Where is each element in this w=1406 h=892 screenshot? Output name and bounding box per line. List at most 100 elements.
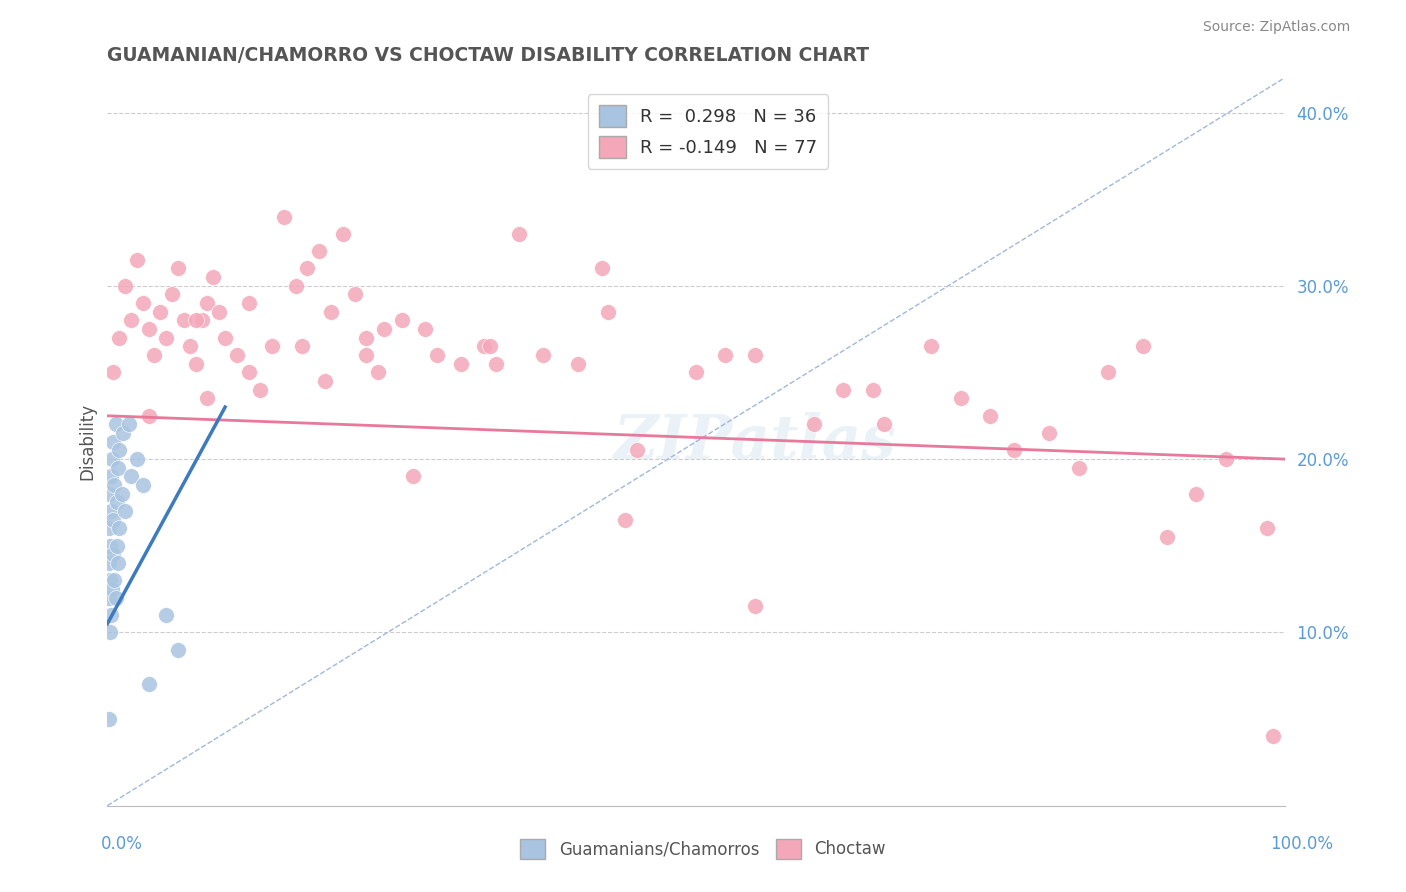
Point [291,339,314,353]
Point [98,625,121,640]
Point [402,469,425,483]
Point [190,313,212,327]
Point [103,513,125,527]
Point [184,357,207,371]
Point [197,296,219,310]
Point [685,366,707,380]
Point [107,556,129,570]
Point [108,331,131,345]
Point [1261,729,1284,743]
Point [103,548,125,562]
Point [131,296,153,310]
Point [472,339,495,353]
Point [98,539,121,553]
Point [97,556,120,570]
Point [214,331,236,345]
Point [131,478,153,492]
Point [873,417,896,432]
Point [160,287,183,301]
Point [478,339,501,353]
Point [332,227,354,241]
Point [744,348,766,362]
Point [114,278,136,293]
Point [614,513,637,527]
Point [105,495,128,509]
Text: Source: ZipAtlas.com: Source: ZipAtlas.com [1202,21,1350,34]
Text: ZIPatlas: ZIPatlas [613,412,896,472]
Point [1002,443,1025,458]
Point [143,348,166,362]
Point [110,487,132,501]
Point [155,608,177,623]
Point [273,210,295,224]
Point [97,591,120,605]
Point [105,539,128,553]
Point [167,261,190,276]
Point [531,348,554,362]
Point [197,392,219,406]
Point [101,582,124,596]
Point [138,677,160,691]
Point [508,227,530,241]
Point [103,574,125,588]
Point [125,252,148,267]
Point [1215,452,1237,467]
Point [979,409,1001,423]
Point [120,469,142,483]
Point [714,348,737,362]
Point [413,322,436,336]
Point [107,460,129,475]
Point [103,434,125,449]
Point [111,426,134,441]
Point [97,712,120,726]
Point [238,296,260,310]
Text: 0.0%: 0.0% [101,835,143,853]
Point [356,348,378,362]
Point [97,521,120,535]
Text: GUAMANIAN/CHAMORRO VS CHOCTAW DISABILITY CORRELATION CHART: GUAMANIAN/CHAMORRO VS CHOCTAW DISABILITY… [107,46,869,65]
Point [104,417,127,432]
Point [862,383,884,397]
Point [1185,487,1208,501]
Point [202,270,225,285]
Point [1132,339,1154,353]
Point [343,287,366,301]
Point [104,591,127,605]
Point [1067,460,1090,475]
Point [97,487,120,501]
Point [108,521,131,535]
Point [1156,530,1178,544]
Point [149,305,172,319]
Point [100,608,122,623]
Point [173,313,195,327]
Point [117,417,139,432]
Point [567,357,589,371]
Point [101,452,124,467]
Point [100,469,122,483]
Point [426,348,449,362]
Point [225,348,247,362]
Point [308,244,330,259]
Point [591,261,613,276]
Legend: R =  0.298   N = 36, R = -0.149   N = 77: R = 0.298 N = 36, R = -0.149 N = 77 [588,95,828,169]
Point [103,366,125,380]
Point [138,409,160,423]
Point [108,443,131,458]
Point [125,452,148,467]
Point [138,322,160,336]
Point [262,339,284,353]
Point [367,366,389,380]
Legend: Guamanians/Chamorros, Choctaw: Guamanians/Chamorros, Choctaw [513,832,893,866]
Y-axis label: Disability: Disability [79,403,96,480]
Point [167,642,190,657]
Point [832,383,855,397]
Point [179,339,201,353]
Point [920,339,942,353]
Point [373,322,395,336]
Point [314,374,336,388]
Point [803,417,825,432]
Point [284,278,307,293]
Point [450,357,472,371]
Point [744,599,766,614]
Point [1256,521,1278,535]
